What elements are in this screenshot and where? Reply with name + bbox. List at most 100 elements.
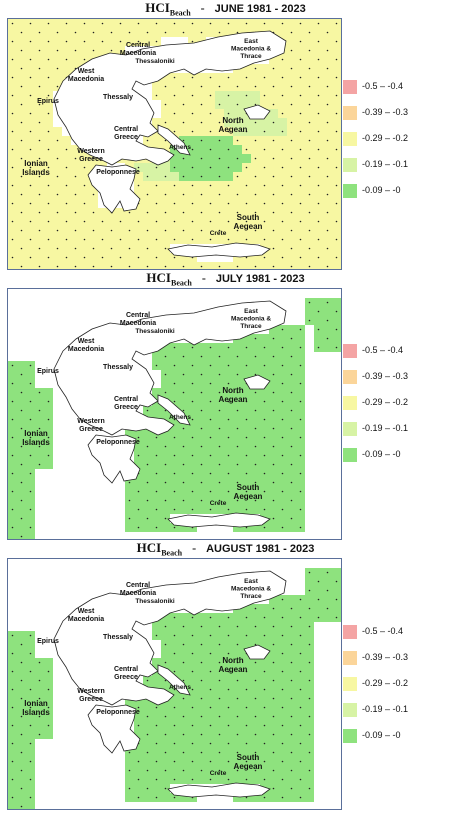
significance-dot xyxy=(254,679,257,682)
region-label: Central Greece xyxy=(114,666,138,681)
significance-dot xyxy=(38,49,41,52)
grid-cell xyxy=(215,109,224,118)
grid-cell xyxy=(278,622,287,631)
significance-dot xyxy=(146,751,149,754)
grid-cell xyxy=(26,154,35,163)
significance-dot xyxy=(335,148,338,151)
significance-dot xyxy=(155,490,158,493)
grid-cell xyxy=(251,739,260,748)
significance-dot xyxy=(47,112,50,115)
grid-cell xyxy=(251,163,260,172)
significance-dot xyxy=(173,706,176,709)
grid-cell xyxy=(26,532,35,539)
grid-cell xyxy=(197,505,206,514)
grid-cell xyxy=(206,694,215,703)
grid-cell xyxy=(251,469,260,478)
significance-dot xyxy=(299,148,302,151)
legend-item: -0.5 – -0.4 xyxy=(343,344,451,360)
region-label: South Aegean xyxy=(234,483,263,501)
grid-cell xyxy=(17,451,26,460)
grid-cell xyxy=(305,649,314,658)
grid-cell xyxy=(143,163,152,172)
grid-cell xyxy=(188,154,197,163)
significance-dot xyxy=(218,751,221,754)
significance-dot xyxy=(56,193,59,196)
grid-cell xyxy=(251,415,260,424)
grid-cell xyxy=(332,154,341,163)
grid-cell xyxy=(44,136,53,145)
grid-cell xyxy=(323,253,332,262)
legend-label: -0.29 – -0.2 xyxy=(362,678,409,688)
significance-dot xyxy=(74,211,77,214)
significance-dot xyxy=(173,526,176,529)
significance-dot xyxy=(308,301,311,304)
region-label: North Aegean xyxy=(219,116,248,134)
region-label: South Aegean xyxy=(234,753,263,771)
grid-cell xyxy=(314,226,323,235)
grid-cell xyxy=(17,19,26,28)
grid-cell xyxy=(332,172,341,181)
grid-cell xyxy=(98,226,107,235)
significance-dot xyxy=(47,148,50,151)
region-label-line: South xyxy=(237,213,260,222)
region-label-line: Greece xyxy=(114,134,138,141)
significance-dot xyxy=(20,391,23,394)
significance-dot xyxy=(236,121,239,124)
grid-cell xyxy=(179,181,188,190)
significance-dot xyxy=(227,76,230,79)
grid-cell xyxy=(26,136,35,145)
significance-dot xyxy=(227,202,230,205)
significance-dot xyxy=(182,463,185,466)
significance-dot xyxy=(164,787,167,790)
significance-dot xyxy=(308,697,311,700)
significance-dot xyxy=(236,157,239,160)
grid-cell xyxy=(134,460,143,469)
region-label-line: Thessaly xyxy=(103,634,133,641)
significance-dot xyxy=(182,499,185,502)
region-label-line: Macedonia xyxy=(120,50,156,57)
significance-dot xyxy=(11,436,14,439)
region-label: Thessaloniki xyxy=(135,328,175,335)
grid-cell xyxy=(323,595,332,604)
significance-dot xyxy=(254,481,257,484)
grid-cell xyxy=(332,226,341,235)
grid-cell xyxy=(71,37,80,46)
grid-cell xyxy=(125,505,134,514)
significance-dot xyxy=(227,148,230,151)
significance-dot xyxy=(245,706,248,709)
legend-item: -0.29 – -0.2 xyxy=(343,132,451,148)
grid-cell xyxy=(170,172,179,181)
significance-dot xyxy=(263,436,266,439)
grid-cell xyxy=(170,226,179,235)
significance-dot xyxy=(299,418,302,421)
grid-cell xyxy=(215,361,224,370)
grid-cell xyxy=(35,433,44,442)
grid-cell xyxy=(53,262,62,269)
grid-cell xyxy=(287,775,296,784)
significance-dot xyxy=(155,238,158,241)
grid-cell xyxy=(143,199,152,208)
grid-cell xyxy=(278,190,287,199)
significance-dot xyxy=(200,751,203,754)
significance-dot xyxy=(227,166,230,169)
grid-cell xyxy=(206,118,215,127)
significance-dot xyxy=(308,229,311,232)
significance-dot xyxy=(137,706,140,709)
grid-cell xyxy=(125,253,134,262)
significance-dot xyxy=(290,211,293,214)
grid-cell xyxy=(332,586,341,595)
grid-cell xyxy=(26,460,35,469)
grid-cell xyxy=(215,487,224,496)
grid-cell xyxy=(170,622,179,631)
grid-cell xyxy=(188,730,197,739)
significance-dot xyxy=(236,481,239,484)
significance-dot xyxy=(209,616,212,619)
grid-cell xyxy=(107,217,116,226)
significance-dot xyxy=(290,517,293,520)
significance-dot xyxy=(263,400,266,403)
significance-dot xyxy=(272,67,275,70)
significance-dot xyxy=(227,94,230,97)
significance-dot xyxy=(164,247,167,250)
significance-dot xyxy=(74,193,77,196)
